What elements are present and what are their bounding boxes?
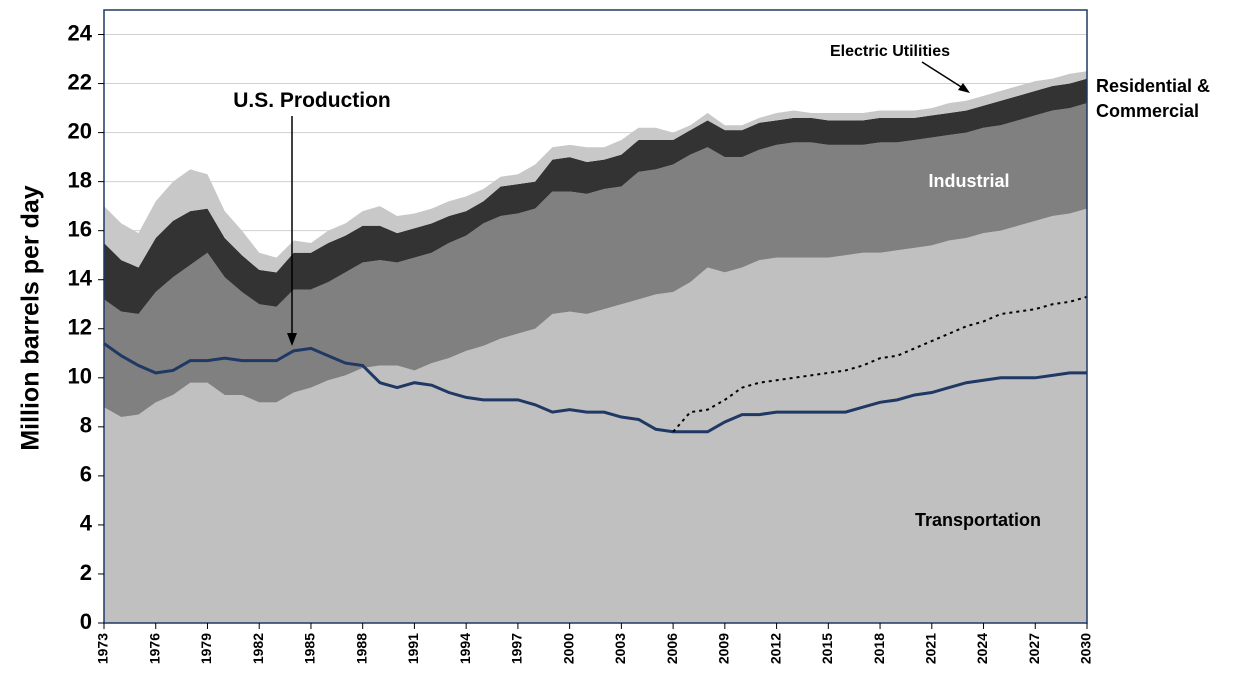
x-tick-label: 2018 [871,633,887,664]
series-label: Transportation [915,510,1041,530]
x-tick-label: 2009 [716,633,732,664]
series-label: Industrial [928,171,1009,191]
y-tick-label: 24 [68,20,93,45]
x-tick-label: 1979 [198,633,214,664]
plot-border [103,9,1088,624]
y-tick-label: 6 [80,462,92,487]
x-tick-label: 2030 [1078,633,1094,664]
y-tick-label: 22 [68,69,92,94]
series-label: U.S. Production [233,89,391,112]
area [104,208,1087,623]
line [103,342,1087,434]
x-tick-label: 1985 [302,633,318,664]
y-tick-label: 16 [68,216,92,241]
y-tick-label: 18 [68,167,92,192]
x-tick-label: 1997 [509,633,525,664]
y-tick-label: 12 [68,315,92,340]
y-axis-label: Million barrels per day [17,185,45,450]
y-tick-label: 8 [80,413,92,438]
y-tick-label: 20 [68,118,92,143]
arrow-head [287,333,297,346]
x-tick-label: 1994 [457,633,473,664]
x-tick-label: 1988 [353,633,369,664]
x-tick-label: 2012 [767,633,783,664]
line [672,295,1088,433]
y-tick-label: 10 [68,364,92,389]
y-tick-label: 4 [80,511,93,536]
series-label: Residential & Commercial [1096,76,1211,121]
x-tick-label: 1991 [405,633,421,664]
area [104,103,1087,418]
y-tick-label: 14 [68,266,93,291]
y-tick-label: 0 [80,609,92,634]
annotation-arrow [921,61,967,91]
x-tick-label: 2015 [819,633,835,664]
x-tick-label: 2000 [560,633,576,664]
x-tick-label: 2027 [1026,633,1042,664]
x-tick-label: 1973 [95,633,111,664]
area [104,78,1087,315]
x-tick-label: 1976 [146,633,162,664]
series-label: Electric Utilities [830,43,950,60]
arrow-head [958,83,970,93]
x-tick-label: 1982 [250,633,266,664]
x-tick-label: 2006 [664,633,680,664]
x-tick-label: 2003 [612,633,628,664]
x-tick-label: 2024 [974,633,990,664]
y-tick-label: 2 [80,560,92,585]
area [104,71,1087,273]
x-tick-label: 2021 [922,633,938,664]
